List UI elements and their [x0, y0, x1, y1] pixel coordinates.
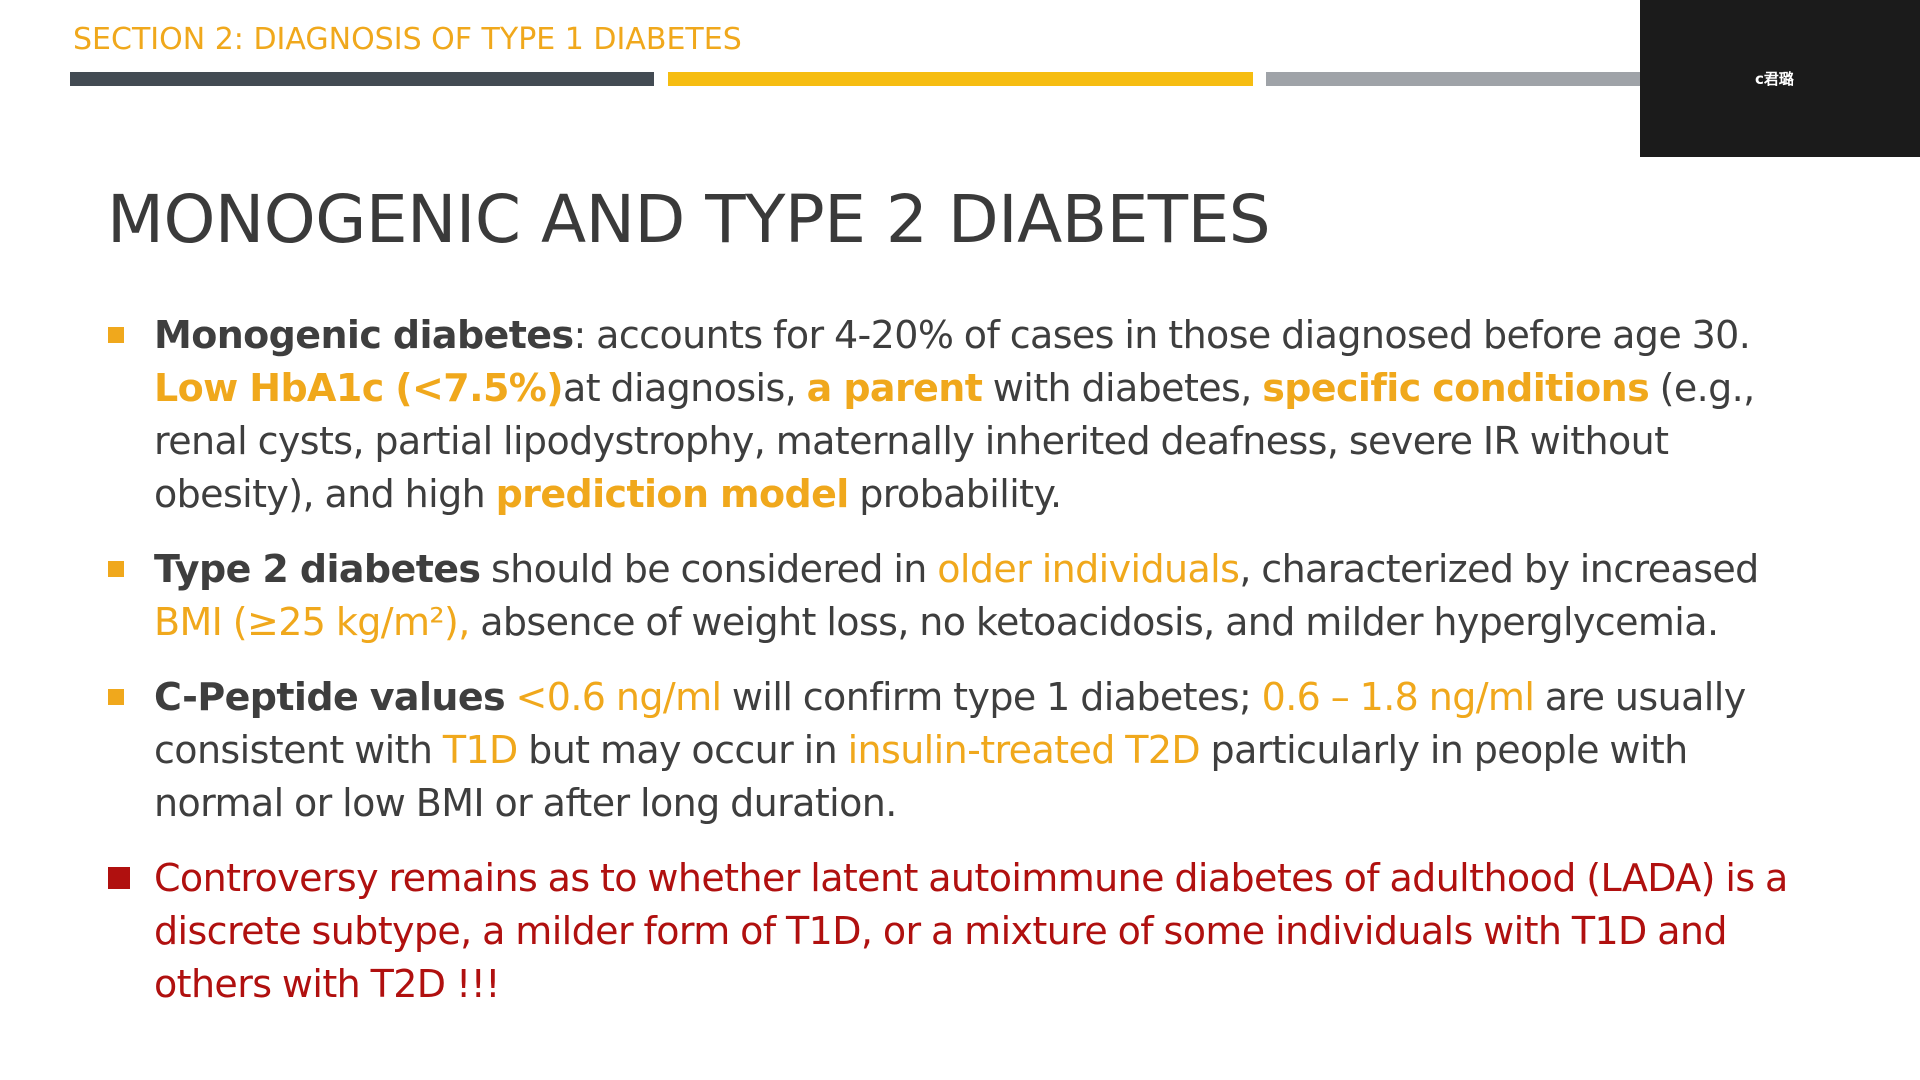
- text-run: probability.: [848, 472, 1062, 516]
- highlight: BMI (≥25 kg/m²),: [154, 600, 470, 644]
- text-run: at diagnosis,: [563, 366, 807, 410]
- highlight: <0.6 ng/ml: [505, 675, 723, 719]
- text-run: absence of weight loss, no ketoacidosis,…: [469, 600, 1719, 644]
- term: Monogenic diabetes: [154, 313, 574, 357]
- progress-bar-segment-2: [668, 72, 1253, 86]
- text-run: but may occur in: [517, 728, 848, 772]
- text-run: will confirm type 1 diabetes;: [721, 675, 1262, 719]
- text-run: are usually consistent with: [154, 675, 1746, 772]
- bullet-type2: Type 2 diabetes should be considered in …: [108, 543, 1818, 649]
- section-label: SECTION 2: DIAGNOSIS OF TYPE 1 DIABETES: [73, 22, 742, 57]
- square-bullet-icon: [108, 561, 124, 577]
- text-run: , characterized by increased: [1239, 547, 1759, 591]
- highlight: a parent: [806, 366, 983, 410]
- participant-video-tile[interactable]: [1640, 0, 1920, 157]
- highlight: insulin-treated T2D: [847, 728, 1201, 772]
- square-bullet-icon: [108, 327, 124, 343]
- bullet-text: C-Peptide values <0.6 ng/ml will confirm…: [154, 671, 1818, 830]
- term: Type 2 diabetes: [154, 547, 481, 591]
- highlight: specific conditions: [1262, 366, 1650, 410]
- red-square-bullet-icon: [108, 867, 130, 889]
- text-run: : accounts for 4-20% of cases in those d…: [573, 313, 1751, 357]
- text-run: (e.g., renal cysts, partial lipodystroph…: [154, 366, 1755, 516]
- progress-bar-segment-3: [1266, 72, 1640, 86]
- bullet-text: Controversy remains as to whether latent…: [154, 856, 1788, 1006]
- text-run: with diabetes,: [982, 366, 1263, 410]
- bullet-c-peptide: C-Peptide values <0.6 ng/ml will confirm…: [108, 671, 1818, 830]
- bullet-lada: Controversy remains as to whether latent…: [108, 852, 1818, 1011]
- participant-name: c君璐: [1755, 70, 1794, 88]
- progress-bar-segment-1: [70, 72, 654, 86]
- term: C-Peptide values: [154, 675, 506, 719]
- bullet-monogenic: Monogenic diabetes: accounts for 4-20% o…: [108, 309, 1818, 521]
- slide-title: MONOGENIC AND TYPE 2 DIABETES: [107, 181, 1271, 258]
- highlight: Low HbA1c (<7.5%): [154, 366, 564, 410]
- bullet-text: Monogenic diabetes: accounts for 4-20% o…: [154, 309, 1818, 521]
- highlight: older individuals: [937, 547, 1240, 591]
- text-run: should be considered in: [480, 547, 938, 591]
- highlight: T1D: [442, 728, 518, 772]
- square-bullet-icon: [108, 689, 124, 705]
- highlight: 0.6 – 1.8 ng/ml: [1261, 675, 1535, 719]
- bullet-list: Monogenic diabetes: accounts for 4-20% o…: [108, 309, 1818, 1033]
- text-run: particularly in people with normal or lo…: [154, 728, 1688, 825]
- highlight: prediction model: [495, 472, 850, 516]
- bullet-text: Type 2 diabetes should be considered in …: [154, 543, 1818, 649]
